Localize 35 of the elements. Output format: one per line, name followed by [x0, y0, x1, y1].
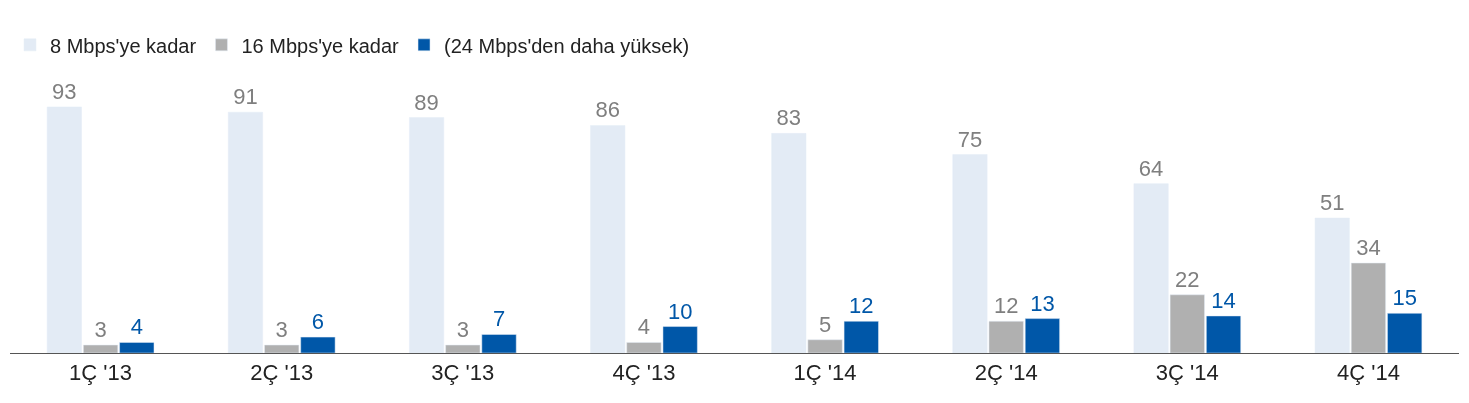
data-label: 86: [595, 97, 620, 123]
x-tick-label: 1Ç '14: [793, 360, 857, 386]
data-label: 3: [275, 317, 288, 343]
x-tick-label: 3Ç '13: [431, 360, 495, 386]
data-label: 5: [818, 311, 832, 337]
data-label: 3: [456, 317, 469, 343]
data-label: 13: [1030, 290, 1055, 316]
legend-label: 8 Mbps'ye kadar: [50, 34, 197, 57]
data-label: 89: [414, 89, 439, 115]
data-label: 3: [94, 317, 107, 343]
data-label: 15: [1392, 285, 1417, 311]
data-label: 4: [130, 314, 143, 340]
data-label: 14: [1211, 287, 1236, 313]
x-tick-label: 4Ç '14: [1336, 360, 1400, 386]
data-label: 7: [492, 306, 506, 332]
data-label: 12: [849, 293, 874, 319]
x-tick-label: 4Ç '13: [612, 360, 676, 386]
data-label: 83: [776, 105, 802, 131]
x-tick-label: 1Ç '13: [69, 360, 133, 386]
data-label: 93: [52, 78, 77, 104]
data-label: 4: [637, 314, 651, 340]
legend-label: (24 Mbps'den daha yüksek): [444, 34, 690, 57]
data-label: 10: [667, 298, 693, 324]
data-label: 75: [957, 126, 983, 152]
data-label: 6: [311, 309, 325, 335]
x-tick-label: 2Ç '14: [974, 360, 1038, 386]
data-label: 51: [1319, 190, 1345, 216]
x-tick-label: 2Ç '13: [250, 360, 314, 386]
legend-label: 16 Mbps'ye kadar: [241, 34, 400, 57]
x-tick-label: 3Ç '14: [1155, 360, 1219, 386]
data-label: 12: [993, 293, 1019, 319]
data-label: 91: [233, 84, 258, 110]
data-label: 22: [1175, 266, 1200, 292]
data-label: 34: [1356, 235, 1381, 261]
data-label: 64: [1138, 155, 1164, 181]
